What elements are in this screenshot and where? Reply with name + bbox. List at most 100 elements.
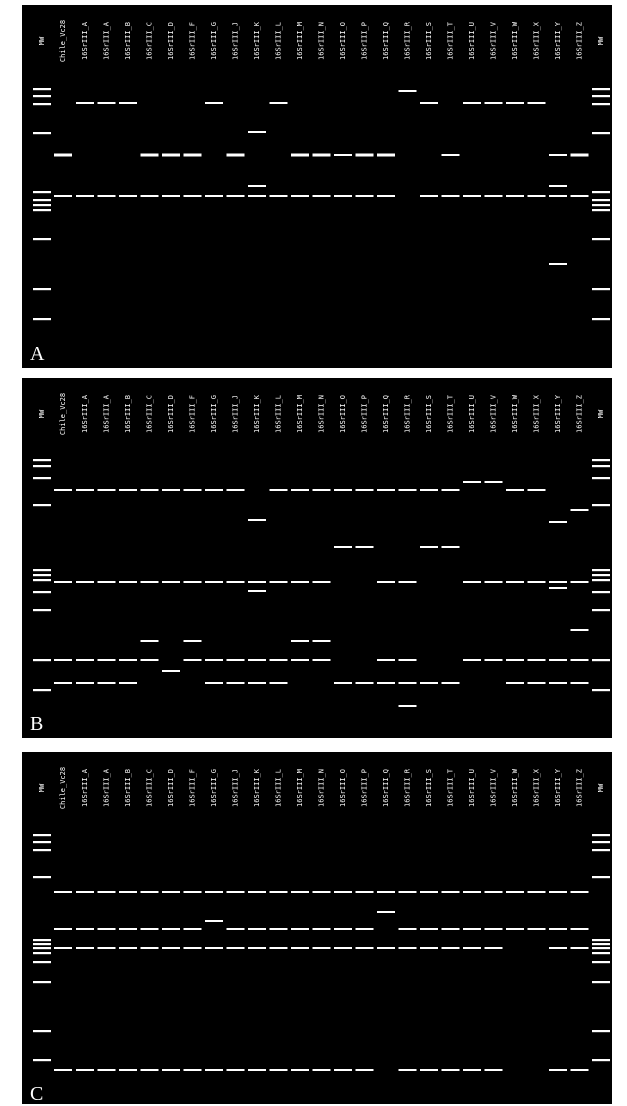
band <box>98 195 116 197</box>
band <box>485 481 503 483</box>
band <box>334 195 352 197</box>
ladder-band <box>592 318 610 320</box>
band <box>227 947 245 949</box>
band <box>442 195 460 197</box>
ladder-band <box>33 477 51 479</box>
band <box>485 928 503 930</box>
ladder-band <box>592 834 610 836</box>
band <box>356 928 374 930</box>
band <box>184 581 202 583</box>
ladder-band <box>592 1059 610 1061</box>
band <box>549 263 567 265</box>
band <box>571 947 589 949</box>
ladder-band <box>592 88 610 90</box>
lane-label: 16SrIII_O <box>339 395 347 433</box>
lane-label: 16SrIII_Q <box>382 395 390 433</box>
lane-label: 16SrIII_V <box>490 394 498 433</box>
band <box>528 195 546 197</box>
lane-label: 16SrIII_D <box>167 395 175 433</box>
band <box>54 1069 72 1071</box>
band <box>162 670 180 672</box>
band <box>205 195 223 197</box>
lane-label: 16SrIII_M <box>296 769 304 807</box>
lane-label: 16SrIII_W <box>511 394 519 433</box>
band <box>549 891 567 893</box>
band <box>76 659 94 661</box>
ladder-band <box>33 504 51 506</box>
ladder-band <box>592 591 610 593</box>
lane-label: 16SrIII_K <box>253 768 261 807</box>
band <box>98 659 116 661</box>
band <box>248 195 266 197</box>
band <box>98 947 116 949</box>
panel-letter: A <box>30 343 45 365</box>
gel-figure: MWChile_Vc2816SrIII_A16SrIII_A16SrIII_B1… <box>0 0 627 1106</box>
lane-label: 16SrIII_Q <box>382 769 390 807</box>
band <box>313 1069 331 1071</box>
ladder-band <box>33 288 51 290</box>
band <box>571 154 589 157</box>
lane-label: 16SrIII_Q <box>382 22 390 60</box>
band <box>549 682 567 684</box>
band <box>270 928 288 930</box>
band <box>291 489 309 491</box>
band <box>54 154 72 157</box>
lane-label: 16SrIII_U <box>468 769 476 807</box>
ladder-band <box>592 209 610 211</box>
ladder-band <box>33 876 51 878</box>
lane-label: 16SrIII_T <box>447 21 455 60</box>
band <box>119 947 137 949</box>
lane-label: 16SrIII_X <box>533 394 541 433</box>
lane-label: 16SrIII_W <box>511 21 519 60</box>
band <box>54 947 72 949</box>
lane-label: 16SrIII_B <box>124 22 132 60</box>
band <box>76 195 94 197</box>
ladder-band <box>592 947 610 949</box>
lane-label: 16SrIII_N <box>318 22 326 60</box>
band <box>54 581 72 583</box>
band <box>291 581 309 583</box>
band <box>377 489 395 491</box>
band <box>162 1069 180 1071</box>
lane-label: 16SrIII_D <box>167 769 175 807</box>
band <box>442 891 460 893</box>
ladder-band <box>592 961 610 963</box>
band <box>485 947 503 949</box>
lane-label: 16SrIII_Z <box>576 22 584 60</box>
band <box>291 154 309 157</box>
lane-label: MW <box>38 783 46 792</box>
lane-label: 16SrIII_Z <box>576 395 584 433</box>
lane-label: 16SrIII_Y <box>554 21 562 60</box>
band <box>227 489 245 491</box>
band <box>141 581 159 583</box>
band <box>141 659 159 661</box>
lane-label: 16SrIII_O <box>339 22 347 60</box>
ladder-band <box>33 981 51 983</box>
band <box>291 947 309 949</box>
lane-label: MW <box>597 783 605 792</box>
band <box>506 581 524 583</box>
lane-label: 16SrIII_J <box>232 769 240 807</box>
band <box>377 659 395 661</box>
band <box>420 1069 438 1071</box>
band <box>528 102 546 104</box>
band <box>485 1069 503 1071</box>
band <box>549 581 567 583</box>
band <box>356 682 374 684</box>
ladder-band <box>592 609 610 611</box>
band <box>119 195 137 197</box>
band <box>227 581 245 583</box>
ladder-band <box>33 609 51 611</box>
band <box>205 947 223 949</box>
band <box>334 1069 352 1071</box>
band <box>141 947 159 949</box>
lane-label: 16SrIII_T <box>447 394 455 433</box>
band <box>528 581 546 583</box>
band <box>549 195 567 197</box>
ladder-band <box>592 841 610 843</box>
lane-label: 16SrIII_R <box>404 394 412 433</box>
band <box>227 195 245 197</box>
lane-label: 16SrIII_X <box>533 21 541 60</box>
lane-label: 16SrIII_J <box>232 395 240 433</box>
ladder-band <box>592 191 610 193</box>
